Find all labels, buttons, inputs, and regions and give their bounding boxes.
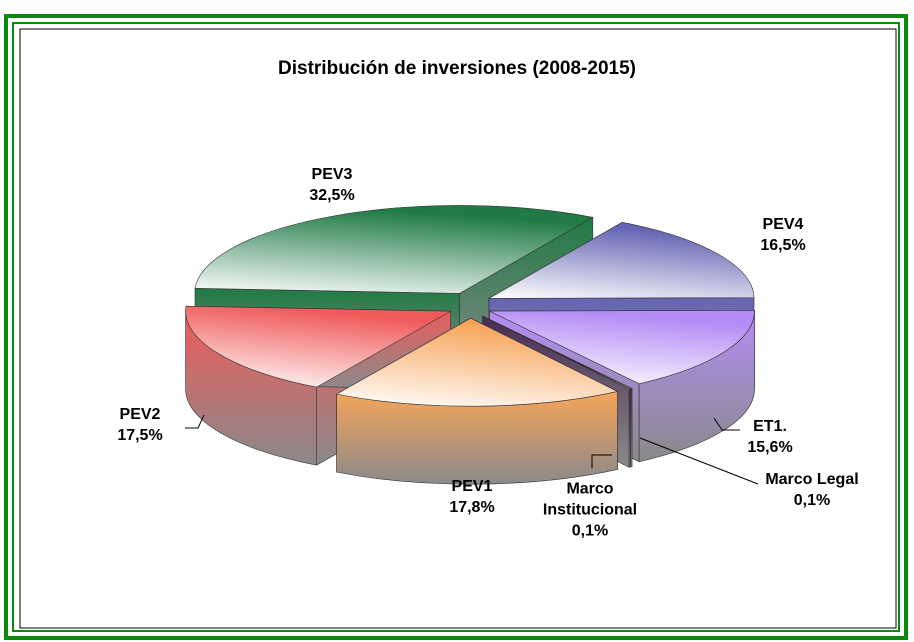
data-label: PEV3 32,5% [257,164,407,206]
label-name: PEV4 [762,216,804,233]
slice [185,305,452,388]
frame-inner [12,22,900,632]
data-label: ET1. 15,6% [695,416,845,458]
data-label: PEV2 17,5% [65,404,215,446]
label-value: 32,5% [309,187,355,204]
slice [489,310,755,385]
leader-line [591,454,612,468]
label-name: PEV3 [311,166,353,183]
data-label: PEV1 17,8% [397,476,547,518]
label-name: Marco Institucional [542,480,638,519]
leader-line [713,417,740,431]
label-value: 17,8% [449,499,495,516]
slice-side [630,388,633,468]
data-label: Marco Institucional 0,1% [530,479,650,542]
slice [335,317,619,407]
label-name: PEV2 [119,406,161,423]
leader-line [185,414,205,429]
leader-line [639,437,759,485]
label-value: 15,6% [747,439,793,456]
label-value: 0,1% [793,492,831,509]
label-value: 16,5% [760,237,806,254]
label-name: PEV1 [451,478,493,495]
slice [194,205,594,294]
plot-border [19,28,897,629]
slice [487,221,755,299]
data-label: PEV4 16,5% [708,214,858,256]
slice-side [628,388,631,468]
slice [482,315,632,390]
data-label: Marco Legal 0,1% [737,469,887,511]
label-name: Marco Legal [765,471,859,488]
chart-title: Distribución de inversiones (2008-2015) [278,58,636,79]
label-name: ET1. [753,418,787,435]
label-value: 0,1% [571,522,609,540]
frame-outer [4,14,908,640]
pie [185,205,759,485]
label-value: 17,5% [117,427,163,444]
